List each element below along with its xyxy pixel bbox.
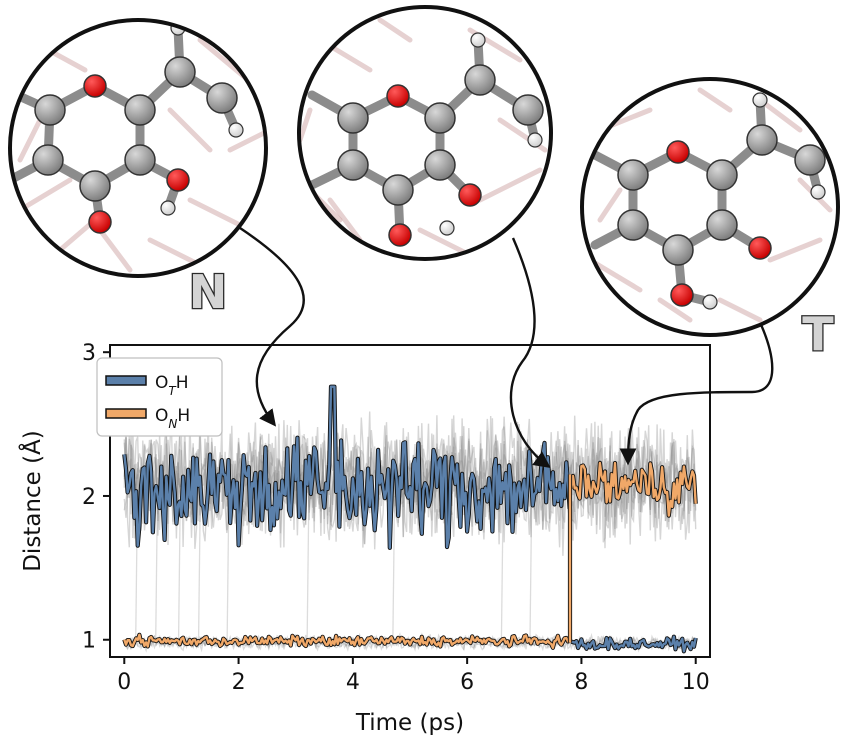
legend-swatch-onh (105, 408, 147, 419)
x-tick-label: 4 (346, 670, 360, 695)
legend: OTH ONH (96, 357, 223, 437)
legend-entry-oth: OTH (105, 373, 189, 398)
state-label-n: N (189, 265, 228, 319)
background-trace (123, 418, 697, 548)
background-trace (123, 415, 697, 545)
x-tick-label: 10 (682, 670, 710, 695)
legend-label-oth: OTH (155, 373, 189, 398)
solvent-background (587, 87, 833, 323)
inset-transition (297, 5, 553, 261)
y-axis-title: Distance (Å) (18, 430, 46, 572)
inset-n-border (8, 18, 268, 278)
x-tick-label: 6 (460, 670, 474, 695)
y-tick-label: 1 (82, 629, 96, 654)
state-label-t: T (802, 307, 834, 361)
x-axis-title: Time (ps) (355, 710, 464, 736)
y-tick-label: 3 (82, 341, 96, 366)
series-onh-line (570, 461, 697, 517)
x-tick-label: 8 (574, 670, 588, 695)
legend-label-onh: ONH (155, 406, 190, 431)
background-spike (197, 495, 201, 640)
inset-n (8, 18, 268, 278)
annotation-arrows (239, 227, 774, 468)
inset-t (580, 77, 840, 337)
background-spike (177, 495, 181, 640)
molecule-atoms (337, 32, 544, 247)
background-spike (155, 495, 159, 640)
background-spike (500, 495, 504, 640)
arrow-t (619, 317, 774, 466)
arrow-n (239, 227, 305, 427)
background-spike (529, 495, 533, 640)
molecule-atoms (32, 20, 244, 234)
arrow-transition (509, 237, 551, 468)
inset-transition-border (297, 5, 553, 261)
legend-entry-onh: ONH (105, 406, 190, 431)
legend-swatch-oth (105, 375, 147, 386)
inset-t-border (580, 77, 840, 337)
background-spike (392, 495, 396, 640)
x-tick-label: 0 (117, 670, 131, 695)
series-oth-line (571, 635, 697, 653)
x-tick-label: 2 (232, 670, 246, 695)
series-layer (122, 384, 698, 654)
series-oth-line (123, 385, 571, 549)
background-spike (306, 495, 310, 640)
y-tick-label: 2 (82, 485, 96, 510)
molecule-atoms (617, 92, 826, 310)
series-onh-line (123, 633, 571, 649)
